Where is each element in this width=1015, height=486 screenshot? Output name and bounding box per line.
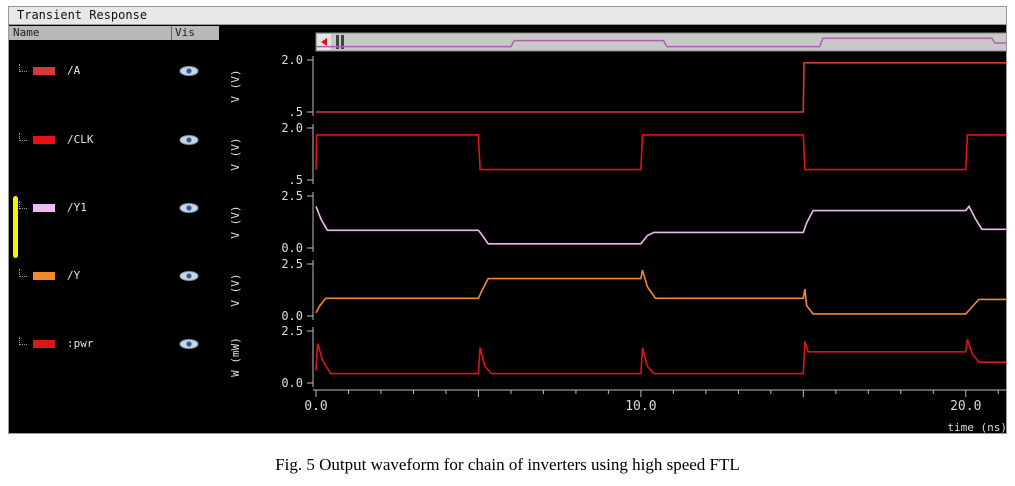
- signal-color-swatch: [33, 204, 55, 212]
- window-title: Transient Response: [17, 8, 148, 22]
- x-tick-label: 20.0: [950, 399, 981, 414]
- y-tick-label: 0.0: [281, 309, 303, 323]
- y-tick-label: .5: [289, 173, 303, 187]
- y-tick-label: 2.5: [281, 257, 303, 271]
- x-tick-label: 10.0: [625, 399, 656, 414]
- y-tick-label: 2.0: [281, 53, 303, 67]
- selection-marker: [13, 196, 18, 258]
- signal-color-swatch: [33, 340, 55, 348]
- waveform-trace-3: [315, 204, 1006, 245]
- signal-row-pwr[interactable]: :pwr: [9, 335, 219, 355]
- y-axis-label: V (V): [229, 69, 242, 102]
- tree-branch: [19, 337, 27, 345]
- scroll-left-arrow-icon: [321, 38, 327, 46]
- column-separator: [171, 26, 172, 40]
- tree-branch: [19, 133, 27, 141]
- signal-label: /Y: [67, 269, 81, 282]
- tree-branch: [19, 201, 27, 209]
- y-tick-label: 2.5: [281, 324, 303, 338]
- signal-row-y1[interactable]: /Y1: [9, 199, 219, 219]
- waveform-plot[interactable]: 2.0.5V (V)2.0.5V (V)2.50.0V (V)2.50.0V (…: [221, 7, 1007, 434]
- y-axis-label: W (mW): [229, 337, 242, 377]
- signal-label: /A: [67, 64, 81, 77]
- overview-trace: [316, 37, 1006, 48]
- signal-label: /CLK: [67, 133, 94, 146]
- visibility-eye-icon[interactable]: [179, 338, 199, 350]
- waveform-trace-4: [315, 269, 1006, 315]
- signal-label: :pwr: [67, 337, 94, 350]
- y-tick-label: 0.0: [281, 376, 303, 390]
- column-header-name[interactable]: Name: [13, 26, 40, 39]
- window-titlebar: Transient Response: [9, 7, 1006, 25]
- y-axis-label: V (V): [229, 273, 242, 306]
- x-axis-label: time (ns): [947, 421, 1007, 434]
- signal-label: /Y1: [67, 201, 87, 214]
- signal-list-header: Name Vis: [9, 26, 219, 40]
- scroll-thumb-grip: [341, 35, 344, 49]
- visibility-eye-icon[interactable]: [179, 270, 199, 282]
- y-tick-label: 2.5: [281, 189, 303, 203]
- signal-row-clk[interactable]: /CLK: [9, 131, 219, 151]
- signal-row-a[interactable]: /A: [9, 62, 219, 82]
- column-header-vis[interactable]: Vis: [175, 26, 195, 39]
- x-tick-label: 0.0: [304, 399, 327, 414]
- y-tick-label: .5: [289, 105, 303, 119]
- y-axis-label: V (V): [229, 137, 242, 170]
- tree-branch: [19, 64, 27, 72]
- visibility-eye-icon[interactable]: [179, 65, 199, 77]
- waveform-trace-5: [315, 339, 1006, 375]
- signal-row-y[interactable]: /Y: [9, 267, 219, 287]
- y-tick-label: 0.0: [281, 241, 303, 255]
- waveform-trace-2: [315, 134, 1006, 171]
- tree-branch: [19, 269, 27, 277]
- y-axis-label: V (V): [229, 205, 242, 238]
- figure-caption: Fig. 5 Output waveform for chain of inve…: [275, 455, 740, 474]
- visibility-eye-icon[interactable]: [179, 134, 199, 146]
- y-tick-label: 2.0: [281, 121, 303, 135]
- scroll-thumb-grip: [336, 35, 339, 49]
- signal-color-swatch: [33, 67, 55, 75]
- waveform-trace-1: [316, 61, 1006, 113]
- transient-response-window: Transient Response Name Vis /A /CLK /Y1: [8, 6, 1007, 434]
- signal-list: /A /CLK /Y1 /Y :pwr: [9, 40, 219, 433]
- overview-strip[interactable]: [315, 32, 1007, 52]
- signal-color-swatch: [33, 272, 55, 280]
- signal-color-swatch: [33, 136, 55, 144]
- visibility-eye-icon[interactable]: [179, 202, 199, 214]
